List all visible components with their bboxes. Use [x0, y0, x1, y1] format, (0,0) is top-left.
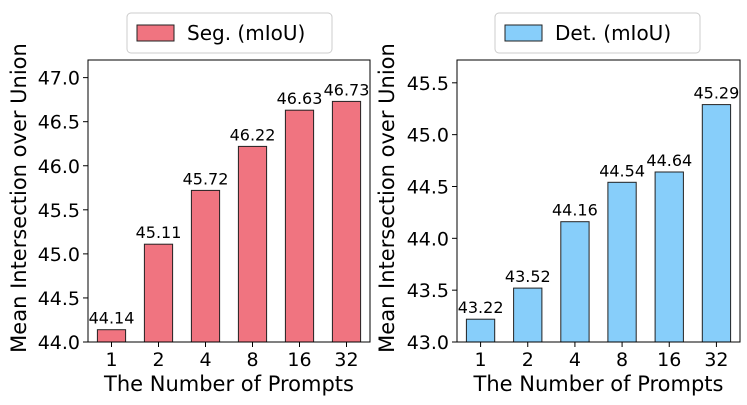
- x-tick-label: 4: [199, 349, 211, 371]
- bar: [654, 171, 684, 343]
- chart-panel-2: 43.2243.5244.1644.5444.6445.2943.043.544…: [375, 12, 741, 396]
- data-label: 44.64: [646, 151, 692, 170]
- data-label: 45.29: [693, 84, 739, 103]
- legend-swatch: [136, 24, 175, 42]
- data-label: 44.14: [89, 309, 135, 328]
- bar: [701, 104, 732, 343]
- x-tick-label: 16: [287, 349, 311, 371]
- legend-label: Det. (mIoU): [555, 21, 671, 45]
- y-axis-label: Mean Intersection over Union: [7, 43, 31, 353]
- y-tick-label: 45.5: [407, 73, 449, 95]
- y-tick-label: 44.5: [38, 288, 80, 310]
- y-tick-label: 46.0: [38, 156, 80, 178]
- data-label: 44.54: [599, 161, 645, 180]
- plot-frame: [87, 59, 371, 343]
- legend-swatch: [504, 24, 543, 42]
- y-tick-label: 45.5: [38, 200, 80, 222]
- x-tick-label: 1: [105, 349, 117, 371]
- bar: [143, 243, 174, 343]
- legend: Seg. (mIoU): [126, 12, 333, 54]
- x-tick-label: 1: [475, 349, 487, 371]
- data-label: 44.16: [552, 201, 598, 220]
- bar: [284, 109, 315, 343]
- data-label: 45.11: [136, 223, 182, 242]
- bar: [96, 329, 127, 343]
- x-tick-label: 2: [522, 349, 534, 371]
- x-axis-label: The Number of Prompts: [103, 372, 354, 396]
- y-axis-label: Mean Intersection over Union: [375, 43, 399, 353]
- x-tick-label: 32: [334, 349, 358, 371]
- bar: [513, 287, 543, 343]
- y-tick-label: 44.0: [407, 228, 449, 250]
- legend: Det. (mIoU): [494, 12, 701, 54]
- y-tick-label: 43.0: [407, 332, 449, 354]
- x-tick-label: 32: [704, 349, 728, 371]
- x-tick-label: 4: [569, 349, 581, 371]
- bar: [465, 318, 496, 343]
- legend-box: [126, 12, 333, 54]
- legend-label: Seg. (mIoU): [187, 21, 305, 45]
- x-tick-label: 8: [246, 349, 258, 371]
- data-label: 46.22: [230, 125, 276, 144]
- y-tick-label: 44.0: [38, 332, 80, 354]
- y-tick-label: 45.0: [38, 244, 80, 266]
- bar: [607, 181, 637, 343]
- data-label: 43.52: [505, 267, 551, 286]
- bar: [560, 221, 590, 343]
- bar: [331, 100, 362, 343]
- x-tick-label: 2: [152, 349, 164, 371]
- bar: [237, 145, 268, 343]
- y-tick-label: 46.5: [38, 112, 80, 134]
- y-tick-label: 45.0: [407, 125, 449, 147]
- data-label: 46.73: [324, 80, 370, 99]
- data-label: 45.72: [183, 169, 229, 188]
- x-axis-label: The Number of Prompts: [473, 372, 724, 396]
- bar: [190, 189, 221, 343]
- legend-box: [494, 12, 701, 54]
- plot-frame: [456, 59, 741, 343]
- data-label: 46.63: [277, 89, 323, 108]
- data-label: 43.22: [458, 298, 504, 317]
- y-tick-label: 44.5: [407, 176, 449, 198]
- y-tick-label: 47.0: [38, 68, 80, 90]
- x-tick-label: 16: [657, 349, 681, 371]
- y-tick-label: 43.5: [407, 280, 449, 302]
- x-tick-label: 8: [616, 349, 628, 371]
